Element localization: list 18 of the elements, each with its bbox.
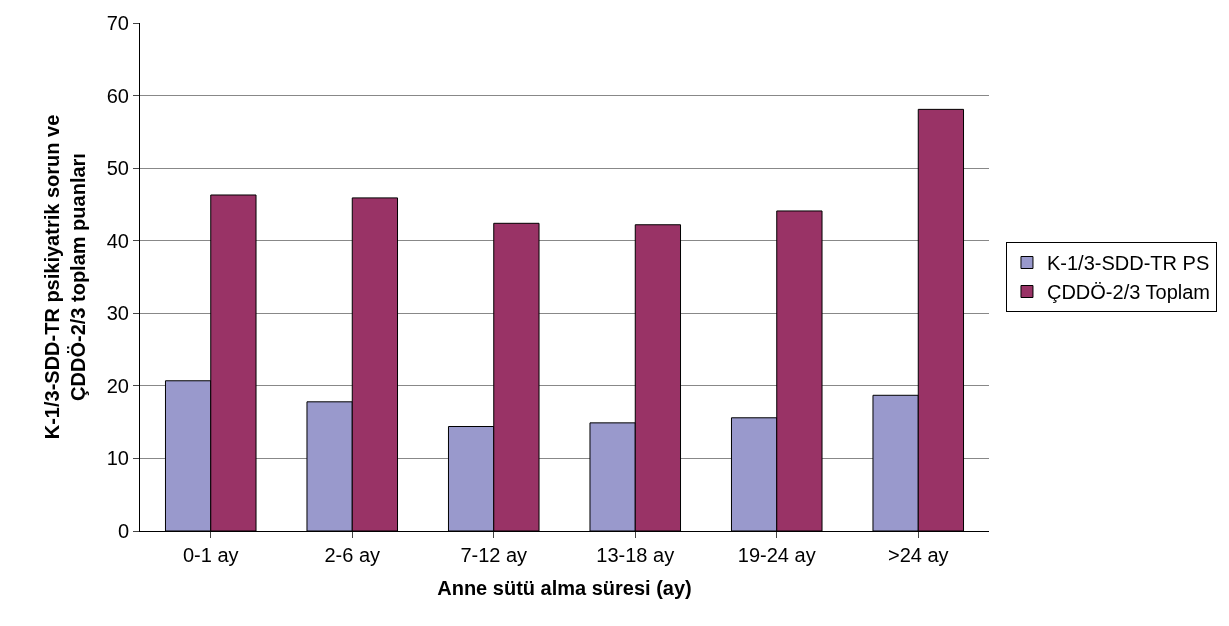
legend-label: K-1/3-SDD-TR PS [1046, 252, 1210, 275]
x-tick-label: 13-18 ay [596, 544, 675, 566]
y-tick-label: 40 [106, 229, 129, 252]
y-tick-label: 50 [106, 157, 129, 180]
x-tick-label: 0-1 ay [182, 544, 239, 566]
y-axis-title: K-1/3-SDD-TR psikiyatrik sorun ve ÇDDÖ-2/3 toplam puanları [41, 114, 90, 440]
y-tick-label: 0 [117, 520, 129, 542]
x-axis-title: Anne sütü alma süresi (ay) [437, 576, 692, 599]
y-tick-label: 70 [106, 12, 129, 34]
y-tick-label: 60 [106, 84, 129, 107]
x-tick-label: 2-6 ay [324, 544, 381, 566]
legend-label: ÇDDÖ-2/3 Toplam [1046, 281, 1211, 304]
y-tick-label: 30 [106, 302, 129, 325]
x-tick-label: 19-24 ay [737, 544, 816, 566]
y-tick-label: 20 [106, 374, 129, 397]
y-tick-label: 10 [106, 447, 129, 470]
x-tick-label: >24 ay [887, 544, 949, 566]
x-tick-label: 7-12 ay [460, 544, 528, 566]
